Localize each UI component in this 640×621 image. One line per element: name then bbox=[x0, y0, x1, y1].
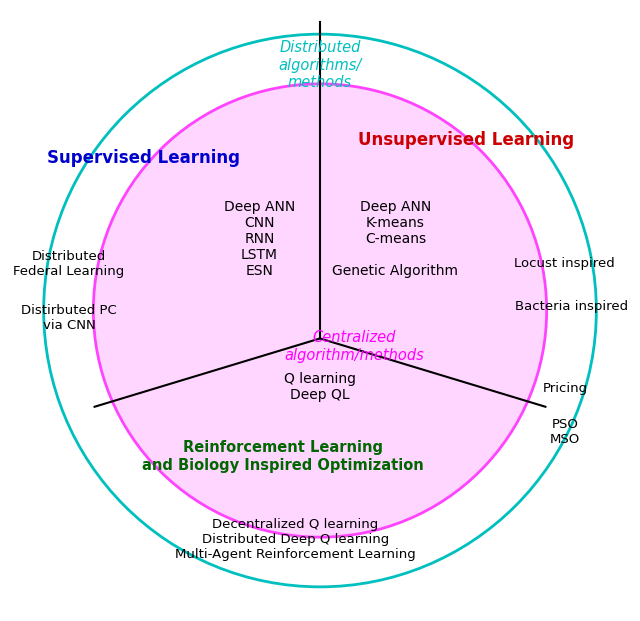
Circle shape bbox=[93, 84, 547, 537]
Text: Pricing: Pricing bbox=[543, 382, 588, 394]
Circle shape bbox=[44, 34, 596, 587]
Text: Centralized
algorithm/methods: Centralized algorithm/methods bbox=[284, 330, 424, 363]
Text: Q learning
Deep QL: Q learning Deep QL bbox=[284, 372, 356, 402]
Text: PSO
MSO: PSO MSO bbox=[550, 417, 580, 446]
Text: Reinforcement Learning
and Biology Inspired Optimization: Reinforcement Learning and Biology Inspi… bbox=[142, 440, 424, 473]
Text: Distributed
Federal Learning: Distributed Federal Learning bbox=[13, 250, 125, 278]
Text: Supervised Learning: Supervised Learning bbox=[47, 150, 239, 167]
Text: Deep ANN
K-means
C-means

Genetic Algorithm: Deep ANN K-means C-means Genetic Algorit… bbox=[332, 200, 458, 278]
Text: Locust inspired: Locust inspired bbox=[514, 258, 614, 270]
Text: Unsupervised Learning: Unsupervised Learning bbox=[358, 131, 574, 148]
Text: Deep ANN
CNN
RNN
LSTM
ESN: Deep ANN CNN RNN LSTM ESN bbox=[224, 200, 295, 278]
Text: Decentralized Q learning
Distributed Deep Q learning
Multi-Agent Reinforcement L: Decentralized Q learning Distributed Dee… bbox=[175, 517, 415, 561]
Text: Distributed
algorithms/
methods: Distributed algorithms/ methods bbox=[278, 40, 362, 90]
Text: Bacteria inspired: Bacteria inspired bbox=[515, 300, 628, 312]
Text: Distirbuted PC
via CNN: Distirbuted PC via CNN bbox=[21, 304, 117, 332]
